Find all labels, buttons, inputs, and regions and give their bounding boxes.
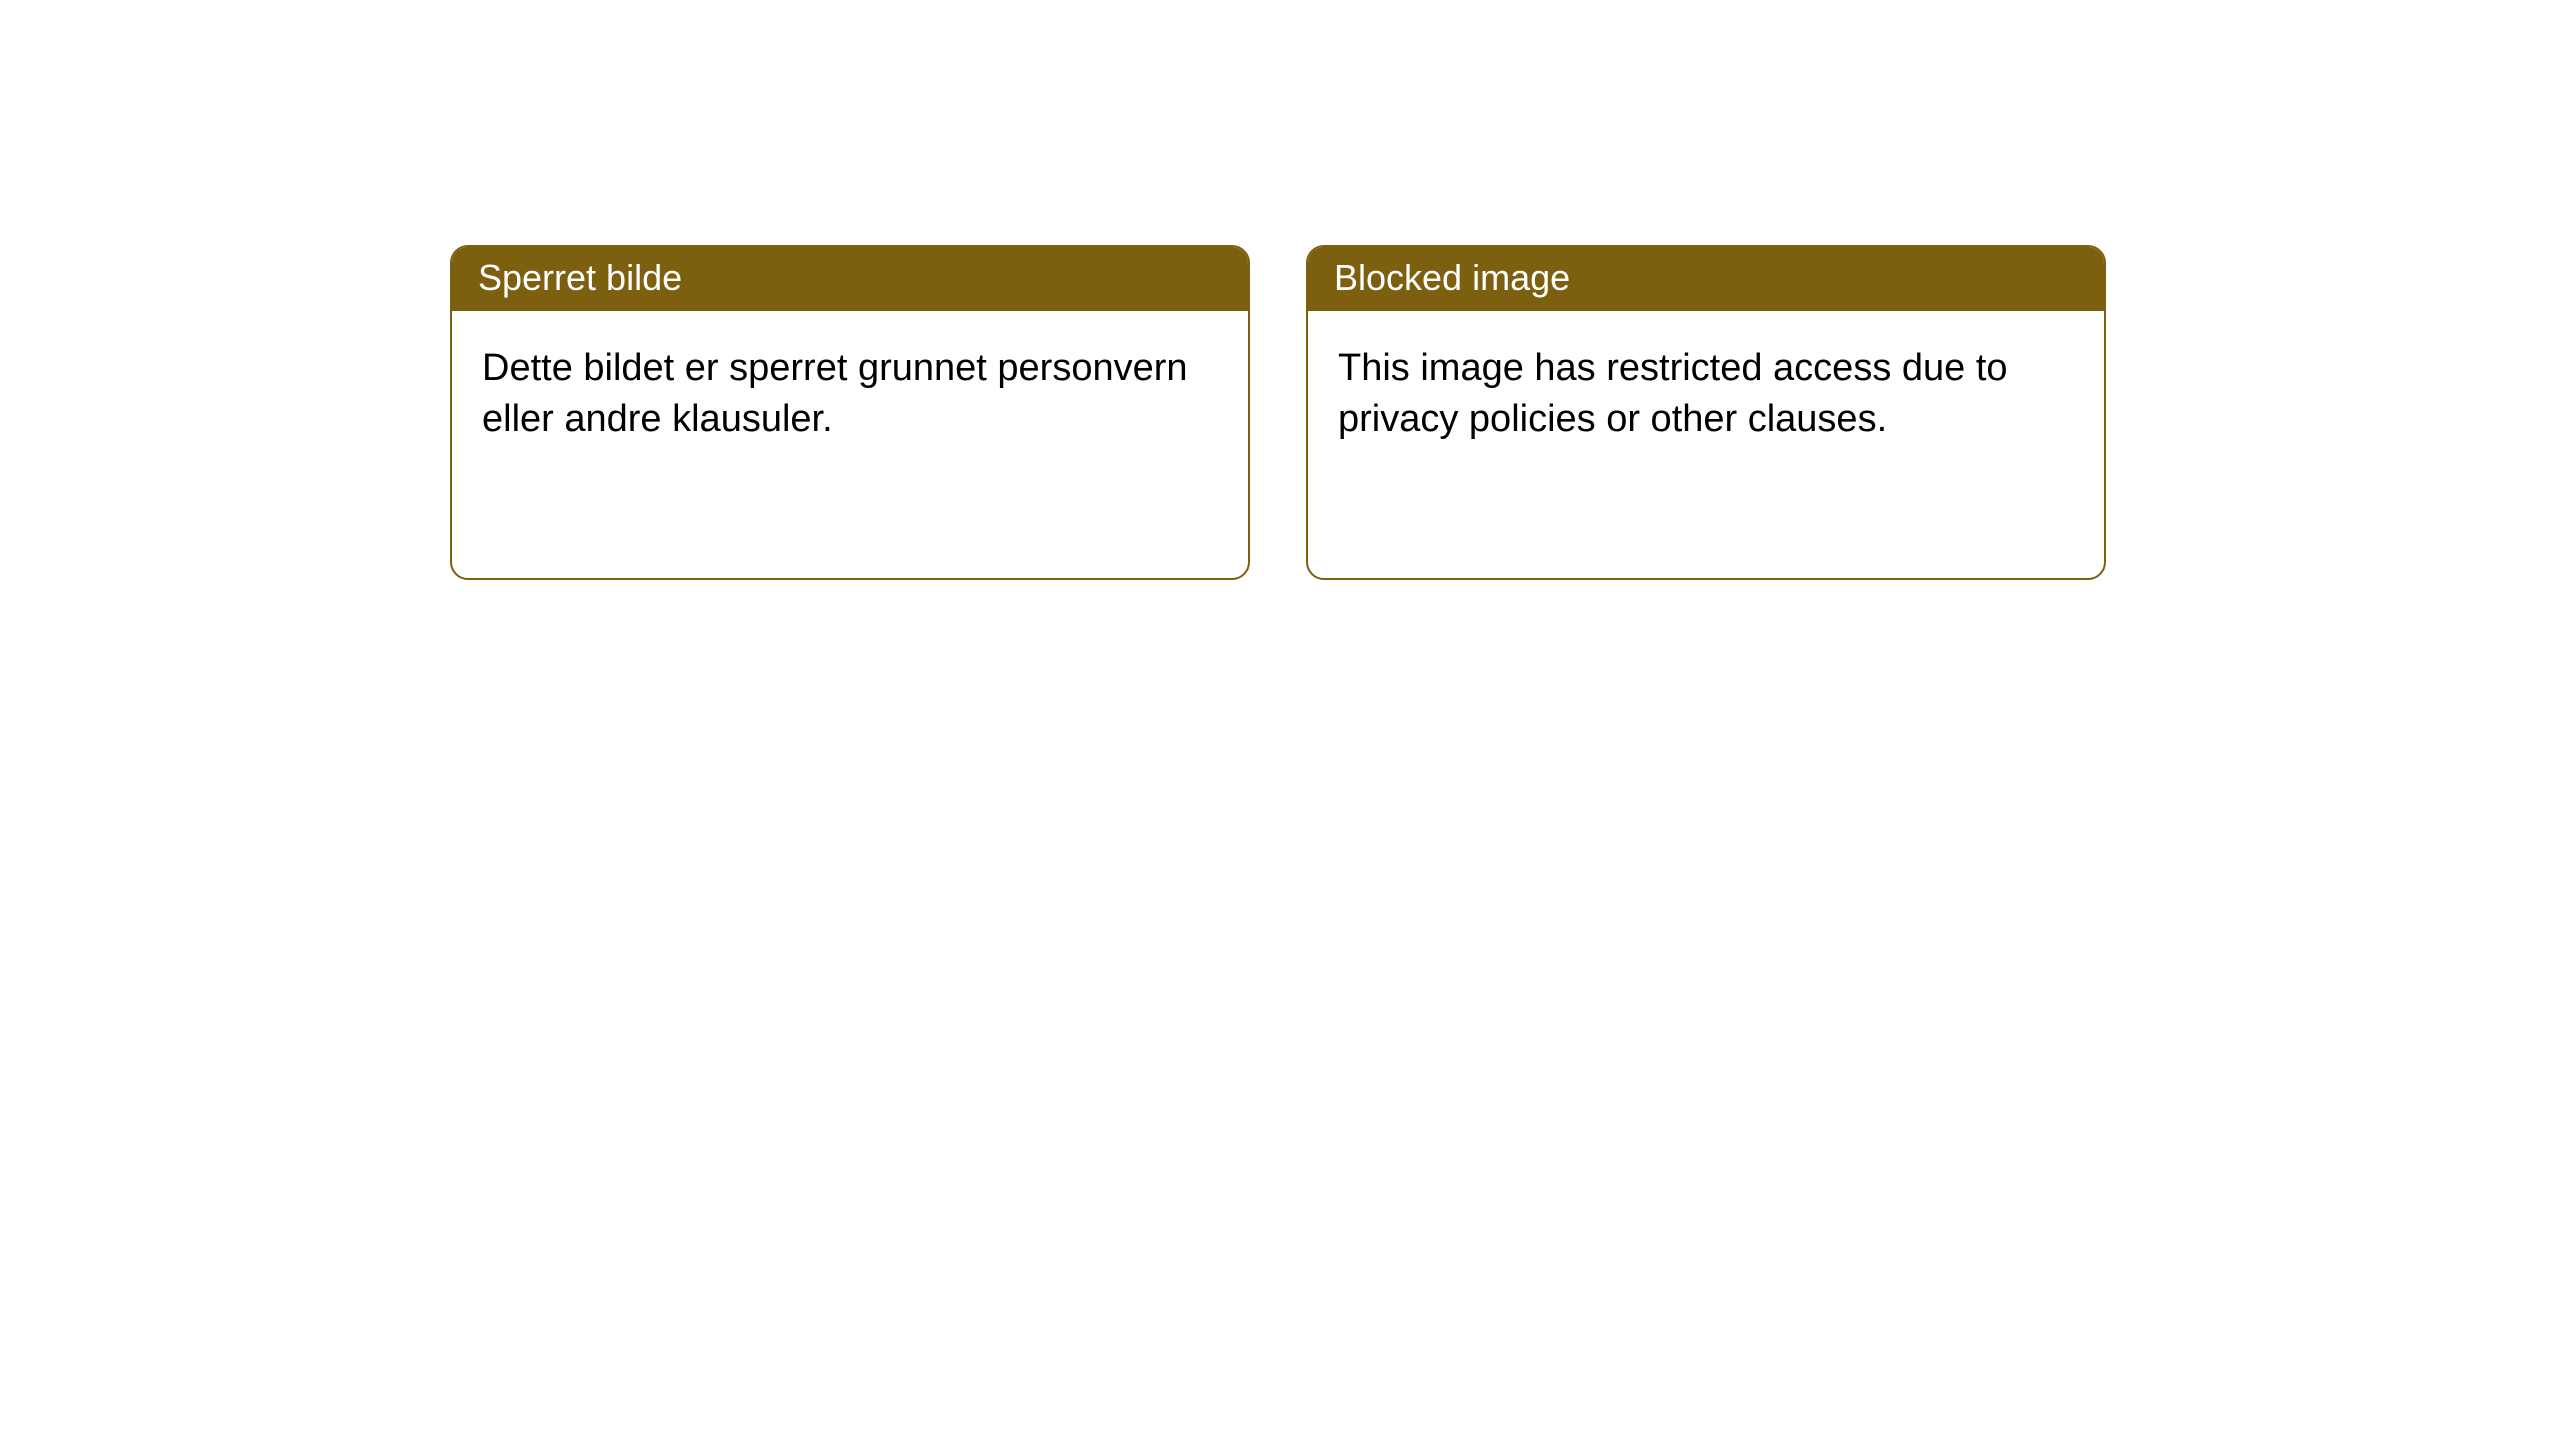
cards-container: Sperret bilde Dette bildet er sperret gr…	[0, 0, 2560, 580]
card-body-en: This image has restricted access due to …	[1308, 311, 2104, 475]
card-header-en: Blocked image	[1308, 247, 2104, 311]
blocked-image-card-en: Blocked image This image has restricted …	[1306, 245, 2106, 580]
blocked-image-card-no: Sperret bilde Dette bildet er sperret gr…	[450, 245, 1250, 580]
card-header-no: Sperret bilde	[452, 247, 1248, 311]
card-body-no: Dette bildet er sperret grunnet personve…	[452, 311, 1248, 475]
